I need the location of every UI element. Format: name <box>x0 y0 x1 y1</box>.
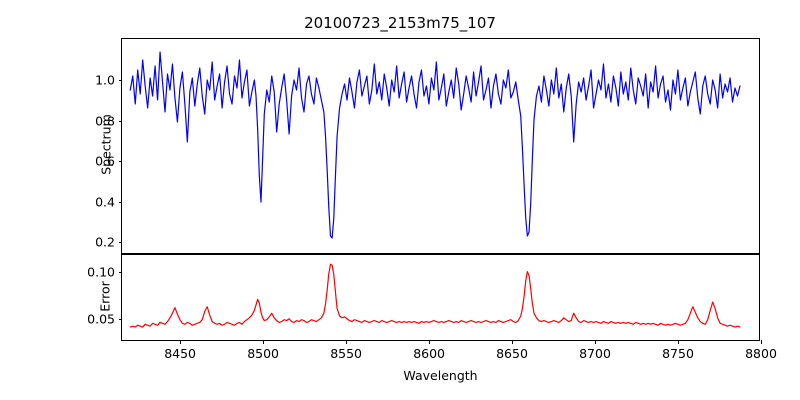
x-tick-mark <box>180 340 182 344</box>
x-tick-mark <box>512 340 514 344</box>
y-tick-label: 0.6 <box>95 153 115 169</box>
x-tick-mark <box>678 340 680 344</box>
y-tick-mark <box>118 241 122 243</box>
x-tick-mark <box>595 340 597 344</box>
y-tick-mark <box>118 80 122 82</box>
x-tick-mark <box>429 340 431 344</box>
x-tick-label: 8600 <box>413 346 445 361</box>
spectrum-panel: 0.2 0.4 0.6 0.8 1.0 Spectrum <box>95 38 760 254</box>
y-tick-mark <box>118 161 122 163</box>
y-tick-label: 0.8 <box>95 113 115 129</box>
x-tick-label: 8500 <box>247 346 279 361</box>
y-tick-mark <box>118 120 122 122</box>
spectrum-axis-label: Spectrum <box>98 114 114 175</box>
y-tick-label: 1.0 <box>95 72 115 88</box>
x-tick-label: 8550 <box>330 346 362 361</box>
x-axis-label: Wavelength <box>403 368 478 383</box>
x-tick-mark <box>346 340 348 344</box>
x-tick-mark <box>761 340 763 344</box>
y-tick-label: 0.2 <box>95 234 115 250</box>
page-title: 20100723_2153m75_107 <box>304 14 496 32</box>
x-tick-label: 8450 <box>164 346 196 361</box>
y-tick-label: 0.4 <box>95 194 115 209</box>
spectrum-line-plot <box>122 39 759 253</box>
x-tick-label: 8750 <box>662 346 694 361</box>
x-tick-label: 8700 <box>579 346 611 361</box>
y-tick-mark <box>118 319 122 321</box>
y-tick-label: 0.05 <box>87 311 115 327</box>
y-tick-mark <box>118 201 122 203</box>
error-line-plot <box>122 255 759 340</box>
x-tick-mark <box>263 340 265 344</box>
error-panel: 0.05 0.10 8450 8500 8550 8600 8650 8700 8750 880… <box>87 254 777 361</box>
error-axis-label: Error <box>97 280 113 312</box>
x-tick-label: 8800 <box>745 346 777 361</box>
x-tick-label: 8650 <box>496 346 528 361</box>
y-tick-label: 0.10 <box>87 264 115 280</box>
y-tick-mark <box>118 272 122 274</box>
